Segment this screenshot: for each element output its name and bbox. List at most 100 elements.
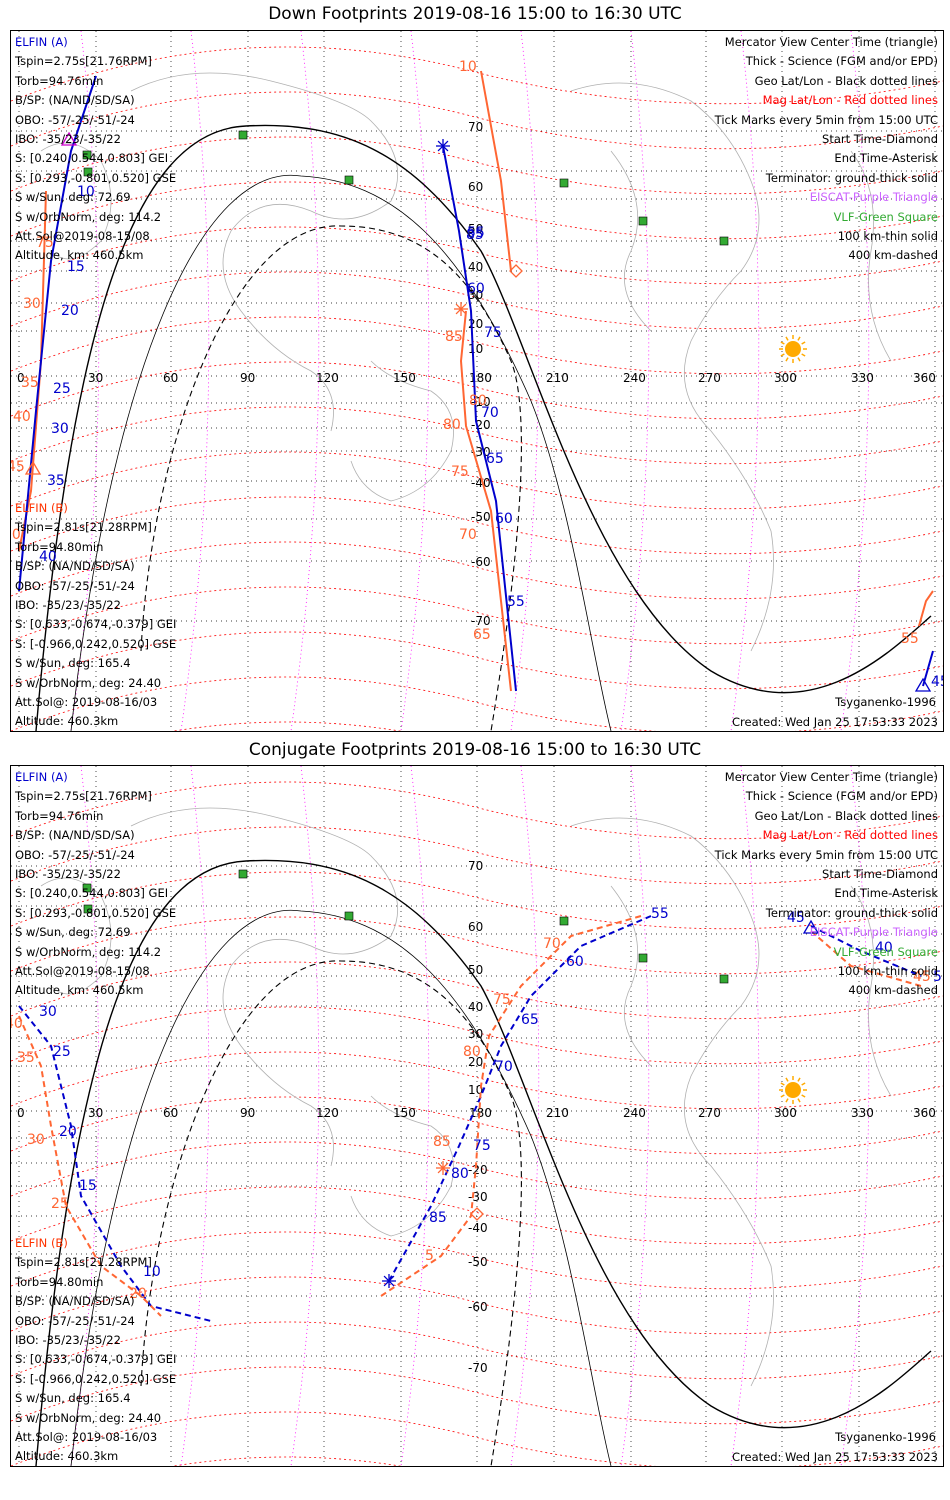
info-line: IBO: -35/23/-35/22 (15, 131, 121, 146)
legend-item: Thick - Science (FGM and/or EPD) (745, 789, 938, 804)
model-name: Tsyganenko-1996 (835, 1430, 936, 1444)
track-tick-label: 70 (481, 405, 499, 421)
sun-ray (797, 1077, 801, 1082)
lat-tick-label: -60 (471, 555, 491, 569)
legend-item: Tick Marks every 5min from 15:00 UTC (714, 112, 938, 127)
center-triangle (24, 460, 42, 475)
sun-icon (785, 1082, 801, 1098)
track-tick-label: 35 (17, 1050, 35, 1066)
lon-tick-label: 360 (913, 1106, 936, 1120)
track-tick-label: 15 (79, 1178, 97, 1194)
lon-tick-label: 90 (240, 371, 255, 385)
legend-item: 400 km-dashed (848, 248, 938, 263)
lon-tick-label: 330 (851, 1106, 874, 1120)
track-tick-label: 80 (443, 417, 461, 433)
mag-latitude-line (11, 586, 943, 645)
map-panel-down: 0 30 60 90 120 150 180 210 240 270 300 330 360 70 60 50… (10, 30, 944, 732)
terminator-ground (35, 859, 932, 1466)
sun-ray (801, 341, 806, 345)
mag-latitude-line (11, 1366, 943, 1425)
track-tick-label: 75 (493, 992, 511, 1008)
track-tick-label: 75 (484, 325, 502, 341)
track-tick-label: 45 (931, 674, 943, 690)
mag-latitude-line (11, 451, 943, 510)
coastline (850, 885, 892, 1097)
info-line: S w/Sun, deg: 72.69 (15, 925, 131, 940)
info-line: Torb=94.76min (15, 808, 104, 823)
lat-tick-label: -70 (471, 614, 491, 628)
track-tick-label: 10 (459, 59, 477, 75)
legend-item: VLF-Green Square (833, 944, 938, 959)
lon-tick-label: 360 (913, 371, 936, 385)
elfin-a-track (922, 650, 934, 687)
model-name: Tsyganenko-1996 (835, 695, 936, 709)
lat-tick-label: 30 (468, 288, 483, 302)
info-line: Tspin=2.81s[21.28RPM] (15, 1255, 152, 1270)
mag-longitude-line (290, 31, 320, 731)
lon-tick-label: 300 (774, 371, 797, 385)
mag-longitude-line (180, 766, 210, 1466)
track-tick-label: 70 (543, 936, 561, 952)
track-tick-label: 65 (473, 627, 491, 643)
coastline (570, 82, 774, 652)
terminator-400km (140, 960, 522, 1466)
lat-tick-label: 40 (468, 260, 483, 274)
track-tick-label: 85 (445, 329, 463, 345)
info-line: Tspin=2.81s[21.28RPM] (15, 520, 152, 535)
info-line: Att.Sol@2019-08-15/08 (15, 228, 150, 243)
center-triangle (802, 919, 820, 934)
track-tick-label: 15 (67, 259, 85, 275)
info-line: OBO: -57/-25/-51/-24 (15, 578, 135, 593)
lon-tick-label: 240 (623, 1106, 646, 1120)
elfin-b-track (380, 915, 642, 1297)
center-triangle (60, 131, 78, 146)
lat-tick-label: 70 (468, 120, 483, 134)
elfin-b-track (18, 1015, 162, 1317)
info-line: S: [0.240,0.544,0.803] GEI (15, 151, 169, 166)
coastline (130, 72, 398, 432)
legend-item: Geo Lat/Lon - Black dotted lines (754, 73, 938, 88)
track-tick-label: 85 (433, 1134, 451, 1150)
lat-tick-label: -70 (468, 1361, 488, 1375)
vlf-station-marker (83, 904, 93, 914)
track-tick-label: 75 (451, 464, 469, 480)
sun-ray (780, 341, 785, 345)
lat-tick-label: 60 (468, 180, 483, 194)
info-line: S: [0.293,-0.801,0.520] GSE (15, 905, 177, 920)
elfin-a-label: ELFIN (A) (15, 770, 68, 784)
legend: Mercator View Center Time (triangle) Thi… (715, 33, 938, 266)
info-line: S w/Sun, deg: 72.69 (15, 190, 131, 205)
info-line: OBO: -57/-25/-51/-24 (15, 1313, 135, 1328)
legend-item: Mercator View Center Time (triangle) (724, 770, 938, 784)
mag-latitude-line (11, 1051, 943, 1110)
info-line: Att.Sol@: 2019-08-16/03 (15, 694, 158, 709)
track-tick-label: 60 (495, 511, 513, 527)
info-line: Altitude, km: 460.5km (15, 983, 144, 998)
vlf-station-marker (559, 178, 569, 188)
lon-tick-label: 270 (698, 371, 721, 385)
mag-latitude-line (11, 1276, 943, 1335)
info-line: S w/OrbNorm, deg: 24.40 (15, 675, 162, 690)
mag-latitude-line (11, 1006, 943, 1065)
elfin-b-info: ELFIN (B) Tspin=2.81s[21.28RPM] Torb=94.… (15, 1234, 177, 1466)
elfin-b-label: ELFIN (B) (15, 501, 68, 515)
vlf-station-marker (638, 953, 648, 963)
mag-latitude-line (11, 1231, 943, 1290)
mag-latitude-line (11, 136, 943, 195)
created-timestamp: Created: Wed Jan 25 17:53:33 2023 (731, 715, 938, 729)
track-tick-label: 80 (451, 1166, 469, 1182)
end-asterisk (455, 303, 467, 315)
elfin-b-track (810, 930, 922, 987)
elfin-a-track (388, 915, 652, 1282)
info-line: S w/Sun, deg: 165.4 (15, 656, 131, 671)
track-tick-label: 45 (787, 910, 805, 926)
elfin-a-info: ELFIN (A) Tspin=2.75s[21.76RPM] Torb=94.… (15, 768, 176, 1001)
vlf-station-marker (638, 216, 648, 226)
lat-tick-label: 50 (468, 222, 483, 236)
info-line: S: [0.633,-0.674,-0.379] GEI (15, 1352, 177, 1367)
mag-latitude-line (11, 361, 943, 420)
info-line: B/SP: (NA/ND/SD/SA) (15, 93, 135, 108)
track-tick-label: 55 (467, 225, 485, 241)
track-tick-label: 35 (47, 473, 65, 489)
legend-item: EISCAT-Purple Triangle (809, 190, 938, 205)
